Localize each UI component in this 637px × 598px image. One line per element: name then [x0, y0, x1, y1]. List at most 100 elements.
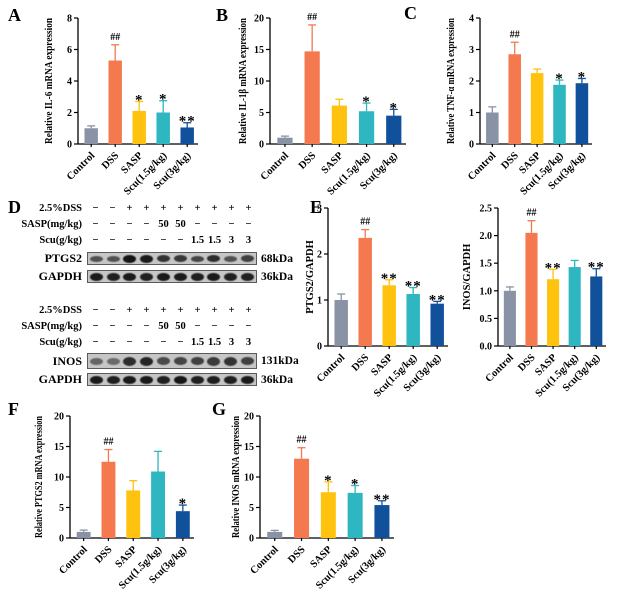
dose-value: +: [245, 304, 252, 316]
dose-value: −: [177, 336, 184, 348]
blot-band: [224, 255, 238, 262]
dose-value: −: [211, 320, 218, 332]
bar: [386, 115, 402, 144]
dose-label: SASP(mg/kg): [21, 320, 82, 332]
dose-value: +: [211, 202, 218, 214]
dose-value: 3: [245, 234, 252, 246]
category-label: Control: [259, 150, 291, 182]
blot-band: [157, 357, 171, 365]
blot-protein-label: GAPDH: [38, 372, 82, 386]
dose-value: +: [126, 202, 133, 214]
dose-value: −: [92, 218, 99, 230]
sig-hash-label: ##: [510, 29, 520, 40]
dose-value: 3: [245, 336, 252, 348]
dose-lanes: − − + + + + + + + +: [87, 203, 257, 214]
dose-row: SASP(mg/kg) − − − −50 50− − − −: [8, 318, 310, 334]
sig-hash-label: ##: [103, 437, 113, 448]
blot-band: [106, 357, 120, 365]
blot-lane: [138, 375, 155, 384]
y-tick-label: 0: [249, 534, 254, 545]
panel-letter-e: E: [310, 197, 323, 217]
blot-lane: [222, 375, 239, 384]
blot-lane: [189, 272, 206, 281]
blot-group: 2.5%DSS − − + + + + + + + + SASP(mg/kg) − − − −50 50− − − −…: [8, 302, 310, 387]
dose-value: 3: [228, 234, 235, 246]
dose-value: −: [92, 320, 99, 332]
blot-band: [157, 375, 171, 384]
y-axis-title: Relative IL-1β mRNA expression: [238, 18, 249, 144]
sig-hash-label: ##: [297, 435, 307, 446]
bar: [267, 531, 283, 538]
bar: [406, 294, 420, 346]
dose-value: 3: [228, 336, 235, 348]
chart-il1b-mrna: 0 5 10 15 20 Relative IL-1β mRNA expression Co…: [238, 12, 406, 198]
blot-band: [224, 272, 238, 281]
blot-lane: [138, 272, 155, 281]
dose-value: −: [143, 218, 150, 230]
y-axis-title: Relative IL-6 mRNA expression: [44, 18, 55, 144]
y-tick-label: 2: [469, 77, 474, 88]
y-axis-title: INOS/GAPDH: [462, 244, 473, 311]
bar: [334, 300, 348, 346]
blot-band: [140, 254, 154, 263]
blot-lane: [172, 357, 189, 365]
dose-lanes: − − + + + + + + + +: [87, 305, 257, 316]
dose-value: −: [211, 218, 218, 230]
dose-value: −: [126, 336, 133, 348]
blot-band: [173, 255, 187, 262]
y-axis-title: PTGS2/GAPDH: [305, 240, 316, 314]
dose-value: −: [126, 320, 133, 332]
y-tick-label: 10: [254, 77, 264, 88]
sig-hash-label: ##: [110, 32, 120, 43]
dose-value: −: [194, 218, 201, 230]
category-label: DSS: [286, 544, 308, 566]
bar: [101, 461, 116, 538]
chart-tnfa-mrna: 0 1 2 3 4 Relative TNF-α mRNA expression Contr…: [446, 14, 592, 198]
blot-lane: [155, 255, 172, 262]
bar: [151, 471, 165, 538]
dose-value: 50: [158, 218, 169, 230]
molecular-weight-label: 36kDa: [261, 270, 293, 283]
blot-band: [157, 255, 171, 262]
blot-lane: [138, 356, 155, 366]
dose-value: +: [160, 304, 167, 316]
y-tick-label: 0: [259, 140, 264, 151]
blot-lane: [239, 375, 256, 384]
blot-row: INOS 131kDa: [8, 353, 310, 369]
y-tick-label: 8: [67, 14, 72, 25]
blot-lane: [206, 255, 223, 262]
blot-row: GAPDH 36kDa: [8, 269, 310, 284]
y-tick-label: 0.5: [480, 314, 493, 325]
blot-lane: [105, 357, 122, 365]
blot-band: [123, 272, 137, 281]
dose-value: +: [143, 304, 150, 316]
blot-band: [241, 357, 255, 365]
bar: [358, 237, 372, 346]
dose-value: +: [228, 202, 235, 214]
panel-letter-g: G: [212, 399, 227, 419]
dose-row: Scu(g/kg) − − − − − −1.5 1.5 3 3: [8, 334, 310, 350]
panel-letter-b: B: [216, 5, 229, 25]
blot-lane: [172, 255, 189, 262]
blot-strip: [87, 270, 257, 283]
blot-band: [106, 272, 120, 281]
category-label: Control: [466, 150, 498, 182]
blot-group: 2.5%DSS − − + + + + + + + + SASP(mg/kg) − − − −50 50− − − −…: [8, 200, 310, 284]
blot-band: [89, 375, 103, 384]
blot-lane: [88, 357, 105, 365]
blot-band: [89, 357, 103, 365]
dose-value: +: [194, 202, 201, 214]
dose-value: −: [126, 218, 133, 230]
dose-value: +: [177, 304, 184, 316]
bar: [530, 73, 544, 144]
dose-row: SASP(mg/kg) − − − −50 50− − − −: [8, 216, 310, 232]
bar: [304, 51, 320, 144]
y-tick-label: 0: [469, 140, 474, 151]
panel-letter-d: D: [8, 197, 21, 217]
dose-value: −: [126, 234, 133, 246]
category-label: Control: [57, 544, 89, 576]
bar: [503, 290, 516, 346]
